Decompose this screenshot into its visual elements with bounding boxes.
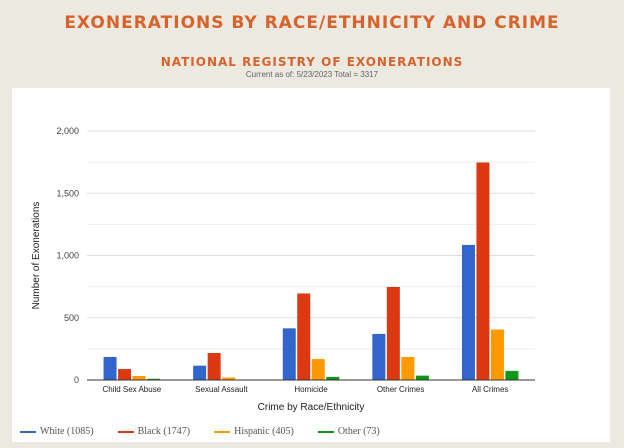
chart-legend: White (1085) Black (1747) Hispanic (405) Ot… [20, 426, 380, 437]
legend-swatch [214, 430, 231, 433]
x-tick-label: Homicide [294, 385, 328, 394]
y-tick-label: 0 [74, 375, 79, 385]
bar-sexual-assault-black [207, 352, 221, 380]
legend-label: White (1085) [40, 426, 94, 437]
y-tick-label: 2,000 [56, 126, 79, 136]
bar-homicide-black [297, 293, 311, 380]
bar-child-sex-abuse-black [118, 369, 132, 380]
legend-swatch [20, 430, 36, 433]
bar-other-crimes-black [386, 286, 400, 380]
chart-panel [12, 88, 610, 442]
legend-label: Hispanic (405) [234, 426, 294, 437]
legend-label: Other (73) [337, 426, 380, 437]
x-tick-label: All Crimes [472, 385, 508, 394]
bar-other-crimes-other [415, 375, 429, 380]
bar-child-sex-abuse-hispanic [132, 376, 146, 380]
y-axis-title: Number of Exonerations [31, 202, 42, 310]
legend-item-other: Other (73) [317, 426, 380, 437]
legend-item-hispanic: Hispanic (405) [214, 426, 294, 437]
legend-label: Black (1747) [137, 426, 191, 437]
update-note: Current as of: 5/23/2023 Total = 3317 [245, 70, 379, 79]
bar-all-crimes-black [476, 162, 490, 380]
bar-sexual-assault-hispanic [222, 377, 236, 380]
x-axis-title: Crime by Race/Ethnicity [258, 402, 365, 413]
bar-child-sex-abuse-white [103, 356, 117, 380]
bar-child-sex-abuse-other [147, 378, 161, 380]
bar-homicide-hispanic [311, 359, 325, 380]
bar-other-crimes-white [372, 333, 386, 380]
legend-item-white: White (1085) [20, 426, 94, 437]
bar-all-crimes-hispanic [490, 329, 504, 380]
legend-swatch [317, 430, 334, 433]
y-tick-label: 500 [64, 313, 79, 323]
bar-homicide-white [282, 328, 296, 380]
bar-all-crimes-white [461, 244, 475, 380]
legend-item-black: Black (1747) [117, 426, 191, 437]
chart-subtitle: NATIONAL REGISTRY OF EXONERATIONS [160, 55, 464, 69]
y-tick-label: 1,000 [56, 251, 79, 261]
bar-sexual-assault-white [193, 365, 207, 380]
page-title: EXONERATIONS BY RACE/ETHNICITY AND CRIME [64, 13, 560, 33]
x-tick-label: Sexual Assault [195, 385, 248, 394]
x-tick-label: Other Crimes [377, 385, 425, 394]
legend-swatch [117, 430, 134, 433]
bar-homicide-other [326, 376, 340, 380]
bar-other-crimes-hispanic [401, 356, 415, 380]
y-tick-label: 1,500 [56, 188, 79, 198]
bar-all-crimes-other [505, 370, 519, 380]
x-tick-label: Child Sex Abuse [102, 385, 161, 394]
